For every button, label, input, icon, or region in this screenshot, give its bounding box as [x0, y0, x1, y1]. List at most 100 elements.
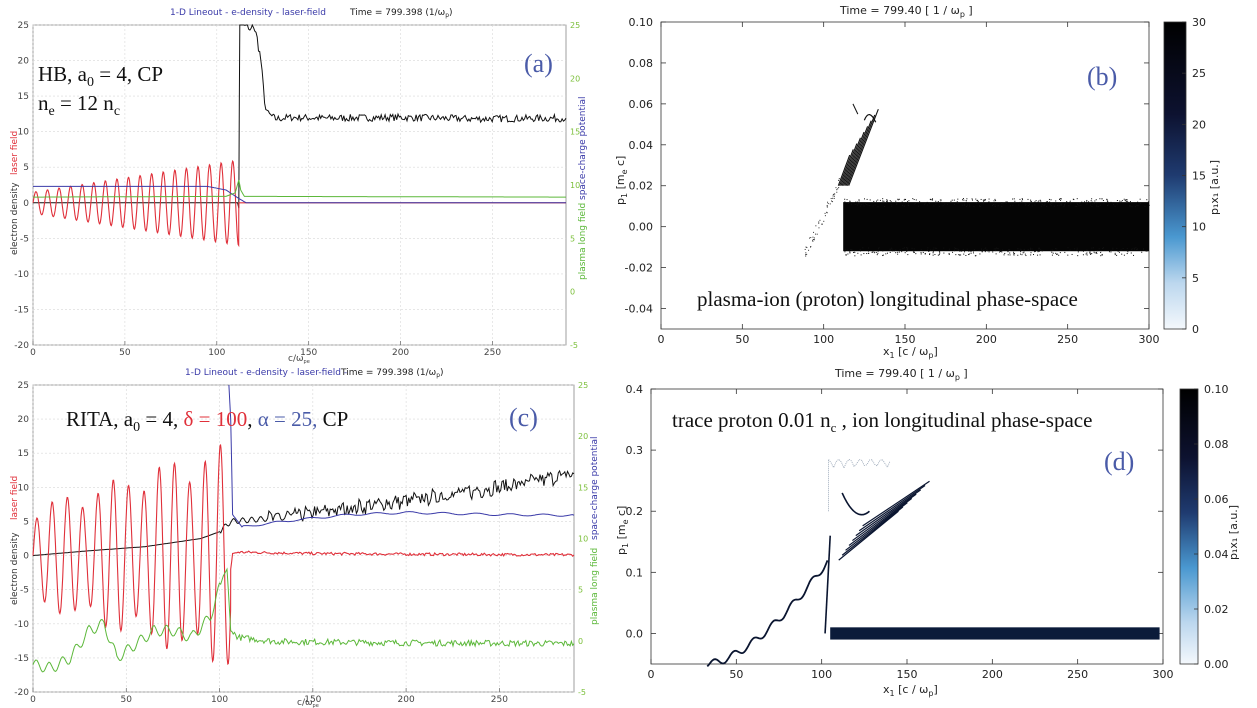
phase-space-point [1050, 250, 1052, 252]
phase-space-point [943, 252, 945, 254]
phase-space-filament [840, 143, 858, 186]
y-tick-label: 25 [18, 381, 29, 391]
phase-space-point [924, 203, 926, 205]
series-electron-density [33, 23, 567, 209]
phase-space-point [920, 249, 922, 251]
phase-space-point [875, 200, 877, 202]
phase-space-point [844, 198, 846, 200]
phase-space-point [1064, 251, 1066, 253]
phase-space-point [1076, 249, 1078, 251]
phase-space-point [987, 250, 989, 252]
y-tick-label: 0.1 [626, 566, 644, 579]
y-right-tick-label: 25 [570, 21, 580, 30]
phase-space-point [1021, 198, 1023, 200]
phase-space-point [1021, 254, 1023, 256]
phase-space-point [1030, 249, 1032, 251]
phase-space-point [954, 249, 956, 251]
phase-space-point [996, 248, 998, 250]
phase-space-point [920, 252, 922, 254]
phase-space-point [1052, 250, 1054, 252]
phase-space-point [893, 250, 895, 252]
phase-space-point [969, 205, 971, 207]
phase-space-point [1033, 254, 1035, 256]
phase-space-point [1038, 247, 1040, 249]
phase-space-point [997, 248, 999, 250]
phase-space-point [895, 252, 897, 254]
phase-space-point [976, 199, 978, 201]
y-tick-label: 0.00 [629, 221, 654, 234]
phase-space-point [913, 248, 915, 250]
phase-space-point [915, 199, 917, 201]
phase-space-point [883, 200, 885, 202]
phase-space-point [932, 198, 934, 200]
phase-space-point [858, 203, 860, 205]
phase-space-point [821, 223, 823, 225]
phase-space-point [1101, 254, 1103, 256]
phase-space-point [882, 254, 884, 256]
y-tick-label: 0.4 [626, 383, 644, 396]
phase-space-point [855, 201, 857, 203]
phase-space-point [1070, 203, 1072, 205]
phase-space-point [860, 254, 862, 256]
phase-space-point [824, 212, 826, 214]
phase-space-point [1046, 201, 1048, 203]
phase-space-point [929, 253, 931, 255]
phase-space-point [810, 246, 812, 248]
phase-space-point [1142, 248, 1144, 250]
phase-space-point [864, 203, 866, 205]
y-right-tick-label: 20 [578, 432, 588, 441]
phase-space-point [1086, 201, 1088, 203]
phase-space-point [963, 204, 965, 206]
phase-space-point [818, 221, 820, 223]
phase-space-point [1050, 249, 1052, 251]
phase-space-point [836, 191, 838, 193]
panel-a-series [32, 23, 567, 248]
phase-space-point [928, 250, 930, 252]
phase-space-filament [845, 502, 908, 551]
phase-space-point [1037, 254, 1039, 256]
phase-space-point [1007, 254, 1009, 256]
y-right-tick-label: 15 [570, 128, 580, 137]
phase-space-point [988, 201, 990, 203]
phase-space-point [1057, 204, 1059, 206]
phase-space-point [1080, 250, 1082, 252]
phase-space-point [1040, 205, 1042, 207]
phase-space-point [844, 248, 846, 250]
phase-space-point [955, 254, 957, 256]
phase-space-point [904, 202, 906, 204]
phase-space-point [1010, 205, 1012, 207]
phase-space-filament [844, 126, 869, 186]
phase-space-point [1064, 203, 1066, 205]
phase-space-point [993, 248, 995, 250]
phase-space-point [961, 250, 963, 252]
phase-space-point [1125, 200, 1127, 202]
phase-space-point [966, 198, 968, 200]
phase-space-point [849, 251, 851, 253]
phase-space-point [937, 254, 939, 256]
phase-space-point [926, 249, 928, 251]
phase-space-point [983, 200, 985, 202]
phase-space-point [1131, 249, 1133, 251]
phase-space-point [956, 248, 958, 250]
phase-space-point [1110, 251, 1112, 253]
phase-space-point [1041, 249, 1043, 251]
x-tick-label: 250 [1067, 668, 1088, 681]
phase-space-point [1110, 201, 1112, 203]
phase-space-point [1030, 248, 1032, 250]
phase-space-point [971, 198, 973, 200]
phase-space-point [815, 233, 817, 235]
phase-space-point [1051, 254, 1053, 256]
phase-space-point [995, 253, 997, 255]
y-tick-label: 0 [23, 552, 29, 562]
phase-space-point [1050, 205, 1052, 207]
phase-space-point [805, 252, 807, 254]
phase-space-point [1125, 199, 1127, 201]
phase-space-point [902, 247, 904, 249]
panel-c-label: (c) [509, 403, 538, 432]
phase-space-point [831, 200, 833, 202]
panel-d-time: Time = 799.40 [ 1 / ωp ] [834, 367, 968, 382]
phase-space-filament [839, 149, 854, 186]
panel-d-label: (d) [1104, 447, 1134, 476]
phase-space-point [959, 254, 961, 256]
phase-space-point [1116, 200, 1118, 202]
